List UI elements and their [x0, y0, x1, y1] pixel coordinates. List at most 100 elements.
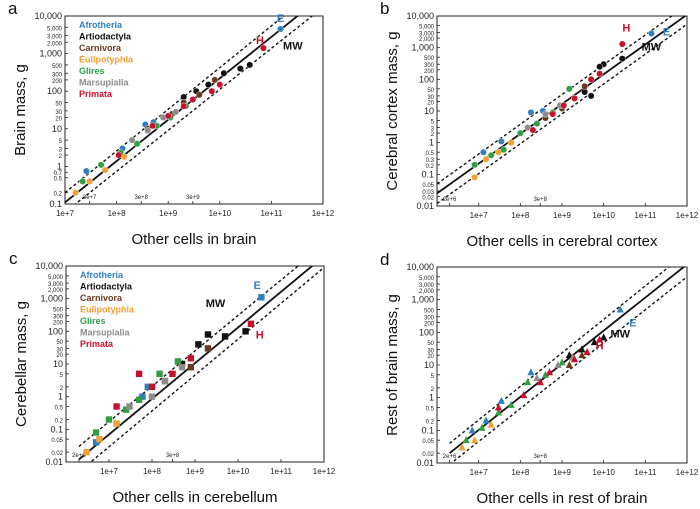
x-tick-label: 1e+11	[634, 211, 656, 220]
point-glires	[122, 406, 130, 413]
x-tick-label: 1e+9	[159, 209, 178, 218]
y-tick-label: 300	[53, 315, 64, 321]
x-tick-label: 1e+12	[676, 468, 699, 477]
point-primata	[149, 122, 157, 130]
y-tick-label: 0.05	[51, 438, 63, 444]
y-axis-label: Cerebellar mass, g	[13, 301, 30, 427]
y-tick-label: 200	[52, 79, 63, 85]
y-tick-label: 3	[431, 127, 435, 133]
panel-label: a	[8, 0, 18, 18]
y-axis-label: Rest of brain mass, g	[384, 294, 401, 436]
point-marsupialia	[148, 393, 156, 400]
point-carnivora	[581, 82, 589, 90]
point-marsupialia	[533, 373, 541, 381]
point-primata	[545, 368, 554, 376]
y-tick-label: 200	[424, 69, 435, 75]
y-tick-label: 0.2	[55, 418, 64, 424]
y-tick-label: 10,000	[34, 11, 62, 21]
ci-upper-line	[437, 16, 674, 185]
x-tick-label: 3e+7	[83, 195, 97, 201]
y-tick-label: 300	[424, 63, 435, 69]
x-tick-label: 1e+10	[209, 209, 232, 218]
point-glires	[478, 423, 486, 431]
point-primata	[587, 75, 595, 83]
panel-label: d	[380, 250, 389, 269]
y-tick-label: 500	[424, 309, 435, 315]
point-glires	[92, 429, 100, 436]
y-tick-label: 20	[56, 353, 63, 359]
point-primata	[618, 40, 626, 48]
point-eulipotyphla	[458, 443, 466, 451]
ci-lower-line	[450, 276, 687, 463]
y-tick-label: 30	[427, 95, 434, 101]
y-tick-label: 0.5	[55, 406, 64, 412]
point-primata	[549, 110, 557, 118]
y-tick-label: 300	[424, 316, 435, 322]
legend-carnivora: Carnivora	[80, 293, 123, 303]
y-tick-label: 2	[60, 386, 64, 392]
point-afrotheria	[92, 439, 100, 446]
x-tick-label: 1e+7	[56, 209, 75, 218]
point-artiodactyla	[246, 61, 254, 69]
point-afrotheria	[497, 396, 505, 404]
point-artiodactyla	[236, 65, 244, 72]
point-glires	[79, 177, 87, 185]
y-tick-label: 1,000	[39, 49, 62, 59]
y-tick-label: 1	[58, 392, 63, 402]
y-tick-label: 1	[429, 393, 434, 403]
legend-marsupialia: Marsupialia	[80, 328, 131, 338]
ci-lower-line	[437, 23, 687, 205]
point-artiodactyla	[195, 341, 202, 348]
x-tick-label: 1e+7	[470, 468, 489, 477]
x-tick-label: 1e+11	[260, 209, 282, 218]
point-afrotheria	[482, 416, 490, 424]
point-marsupialia	[178, 363, 186, 371]
y-tick-label: 30	[427, 348, 434, 354]
x-tick-label: 1e+7	[470, 211, 489, 220]
y-axis-label: Cerebral cortex mass, g	[384, 31, 401, 190]
point-eulipotyphla	[487, 420, 495, 428]
x-tick-label: 1e+11	[634, 468, 656, 477]
y-tick-label: 0.5	[426, 151, 435, 157]
y-tick-label: 5,000	[48, 275, 64, 281]
point-glires	[133, 140, 141, 148]
point-marsupialia	[542, 110, 549, 118]
point-primata	[520, 391, 528, 399]
x-axis-label: Other cells in rest of brain	[477, 490, 648, 507]
legend-marsupialia: Marsupialia	[79, 78, 130, 88]
point-eulipotyphla	[471, 436, 479, 444]
y-tick-label: 20	[427, 100, 434, 106]
point-marsupialia	[161, 377, 169, 385]
x-axis-label: Other cells in brain	[131, 231, 256, 248]
y-tick-label: 0.1	[50, 424, 63, 434]
point-glires	[533, 120, 541, 128]
x-tick-label: 1e+8	[511, 468, 530, 477]
annotation-mw: MW	[283, 40, 303, 52]
y-tick-label: 0.05	[422, 439, 434, 445]
annotation-mw: MW	[642, 42, 662, 54]
y-tick-label: 3,000	[419, 283, 435, 289]
point-primata	[583, 348, 591, 356]
y-tick-label: 500	[53, 308, 64, 314]
point-glires	[500, 146, 508, 154]
x-tick-label: 3e+9	[186, 195, 200, 201]
y-tick-label: 0.7	[54, 171, 63, 177]
y-tick-label: 50	[55, 102, 62, 108]
point-marsupialia	[172, 108, 180, 116]
point-glires	[494, 408, 503, 416]
point-carnivora	[195, 91, 203, 99]
point-afrotheria	[480, 148, 487, 156]
x-tick-label: 1e+7	[100, 467, 119, 476]
point-carnivora	[187, 363, 195, 371]
point-afrotheria	[139, 393, 146, 400]
y-tick-label: 10,000	[406, 262, 434, 272]
y-tick-label: 0.03	[422, 190, 434, 196]
y-tick-label: 3,000	[419, 32, 435, 38]
y-tick-label: 0.2	[426, 419, 435, 425]
point-glires	[471, 161, 479, 169]
x-tick-label: 3e+8	[533, 454, 547, 460]
point-glires	[462, 436, 470, 444]
point-artiodactyla	[204, 81, 212, 88]
y-tick-label: 100	[47, 86, 62, 96]
y-tick-label: 30	[56, 347, 63, 353]
